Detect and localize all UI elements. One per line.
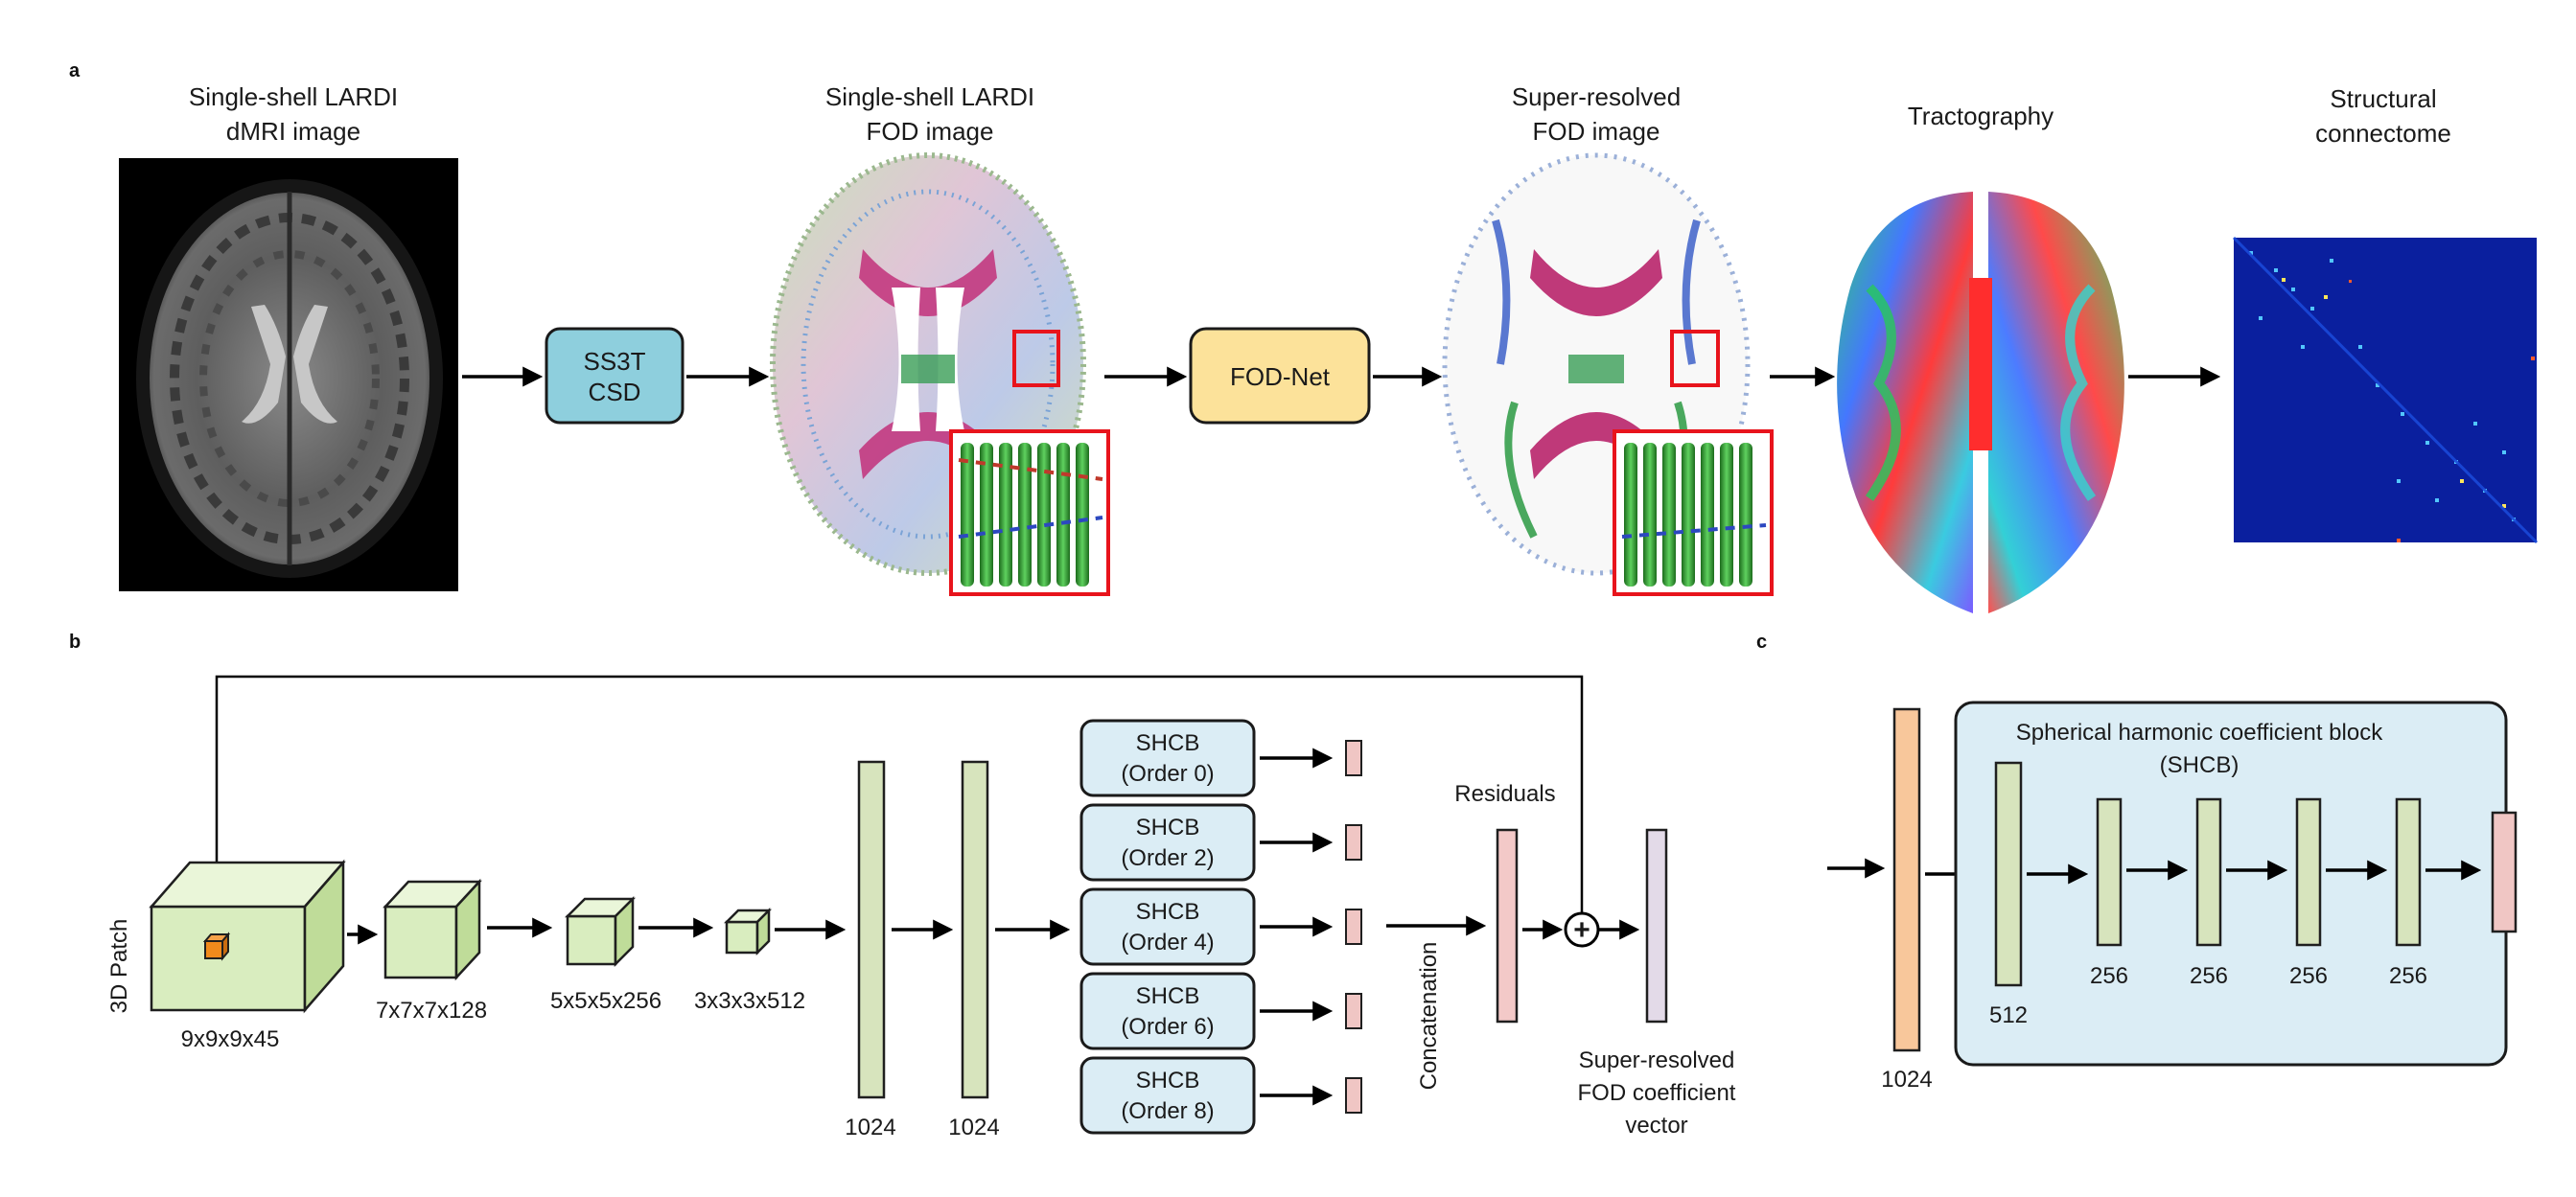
addition-node <box>1564 911 1600 948</box>
shcb-order-0: SHCB (Order 0) <box>1079 719 1256 797</box>
shcb-out-0 <box>1345 740 1362 776</box>
c-input-layer <box>1892 707 1921 1052</box>
output-label-line1: Super-resolved <box>1579 1047 1735 1073</box>
c-layer-512 <box>1994 761 2023 987</box>
c-label-256-b: 256 <box>2190 963 2228 989</box>
cube-9x9x9x45 <box>149 859 346 1014</box>
residuals-bar <box>1496 828 1519 1024</box>
shcb-out-8 <box>1345 1077 1362 1114</box>
output-label-line3: vector <box>1625 1113 1687 1139</box>
ss3t-csd-box <box>545 327 685 425</box>
fc-layer-2 <box>961 760 989 1099</box>
svg-text:(Order 6): (Order 6) <box>1121 1014 1214 1040</box>
fc-label-2: 1024 <box>948 1115 999 1140</box>
shcb-order-2: SHCB (Order 2) <box>1079 803 1256 882</box>
ss3t-line1: SS3T <box>583 347 645 376</box>
connectome-title-line2: connectome <box>2315 119 2451 148</box>
c-output-bar <box>2491 811 2518 933</box>
c-layer-256-b <box>2195 797 2222 947</box>
fodnet-label: FOD-Net <box>1230 362 1331 391</box>
sr-roi-box <box>1670 330 1720 387</box>
cube-7x7x7x128 <box>383 878 482 981</box>
cube-label-4: 3x3x3x512 <box>694 988 805 1014</box>
sr-title-line1: Super-resolved <box>1512 82 1681 111</box>
fod-title-line2: FOD image <box>867 117 994 146</box>
output-label-line2: FOD coefficient <box>1578 1080 1736 1106</box>
tractography-image <box>1837 192 2124 613</box>
svg-text:(Order 2): (Order 2) <box>1121 845 1214 871</box>
residuals-label: Residuals <box>1454 781 1555 807</box>
cube-label-1: 9x9x9x45 <box>181 1026 280 1052</box>
panel-a-letter: a <box>69 60 81 81</box>
svg-text:SHCB: SHCB <box>1136 815 1200 840</box>
c-label-256-d: 256 <box>2389 963 2427 989</box>
c-input-label: 1024 <box>1881 1067 1932 1093</box>
svg-text:(Order 0): (Order 0) <box>1121 761 1214 787</box>
skip-connection-line <box>215 675 1584 939</box>
shcb-block-title-1: Spherical harmonic coefficient block <box>2016 720 2383 746</box>
sr-fod-image <box>1442 152 1774 596</box>
shcb-out-4 <box>1345 909 1362 945</box>
c-layer-256-d <box>2395 797 2422 947</box>
cube-label-3: 5x5x5x256 <box>550 988 661 1014</box>
patch-label: 3D Patch <box>106 919 132 1014</box>
shcb-order-6: SHCB (Order 6) <box>1079 972 1256 1050</box>
svg-text:(Order 4): (Order 4) <box>1121 930 1214 955</box>
cube-3x3x3x512 <box>723 907 773 956</box>
fod-zoom-tubes <box>958 443 1103 587</box>
concatenation-label: Concatenation <box>1416 942 1442 1091</box>
c-label-512: 512 <box>1989 1002 2028 1028</box>
plus-symbol: + <box>1573 914 1590 946</box>
ss3t-line2: CSD <box>589 378 641 406</box>
svg-text:SHCB: SHCB <box>1136 983 1200 1009</box>
fod-image <box>770 152 1110 596</box>
patch-voxel <box>204 940 223 959</box>
shcb-order-8: SHCB (Order 8) <box>1079 1056 1256 1135</box>
c-layer-256-a <box>2096 797 2123 947</box>
shcb-block-title-2: (SHCB) <box>2160 752 2239 778</box>
fc-layer-1 <box>857 760 886 1099</box>
sr-zoom-tubes <box>1621 443 1767 587</box>
fod-title-line1: Single-shell LARDI <box>825 82 1034 111</box>
c-label-256-c: 256 <box>2289 963 2328 989</box>
dmri-title-line2: dMRI image <box>226 117 360 146</box>
tract-title: Tractography <box>1908 102 2054 130</box>
svg-text:SHCB: SHCB <box>1136 899 1200 925</box>
c-label-256-a: 256 <box>2090 963 2128 989</box>
svg-text:(Order 8): (Order 8) <box>1121 1098 1214 1124</box>
cube-label-2: 7x7x7x128 <box>376 998 487 1024</box>
fc-label-1: 1024 <box>845 1115 895 1140</box>
svg-text:SHCB: SHCB <box>1136 730 1200 756</box>
sr-title-line2: FOD image <box>1533 117 1660 146</box>
sr-coefficient-bar <box>1645 828 1668 1024</box>
cube-5x5x5x256 <box>564 895 637 968</box>
dmri-image <box>119 158 458 591</box>
dmri-title-line1: Single-shell LARDI <box>189 82 398 111</box>
connectome-title-line1: Structural <box>2330 84 2436 113</box>
svg-text:SHCB: SHCB <box>1136 1068 1200 1093</box>
shcb-out-2 <box>1345 824 1362 861</box>
fodnet-box <box>1189 327 1371 425</box>
panel-b-letter: b <box>69 632 81 653</box>
shcb-order-4: SHCB (Order 4) <box>1079 887 1256 966</box>
c-layer-256-c <box>2295 797 2322 947</box>
fod-roi-box <box>1012 330 1060 387</box>
shcb-out-6 <box>1345 993 1362 1029</box>
connectome-image <box>2232 236 2539 544</box>
panel-c-letter: c <box>1756 632 1767 653</box>
